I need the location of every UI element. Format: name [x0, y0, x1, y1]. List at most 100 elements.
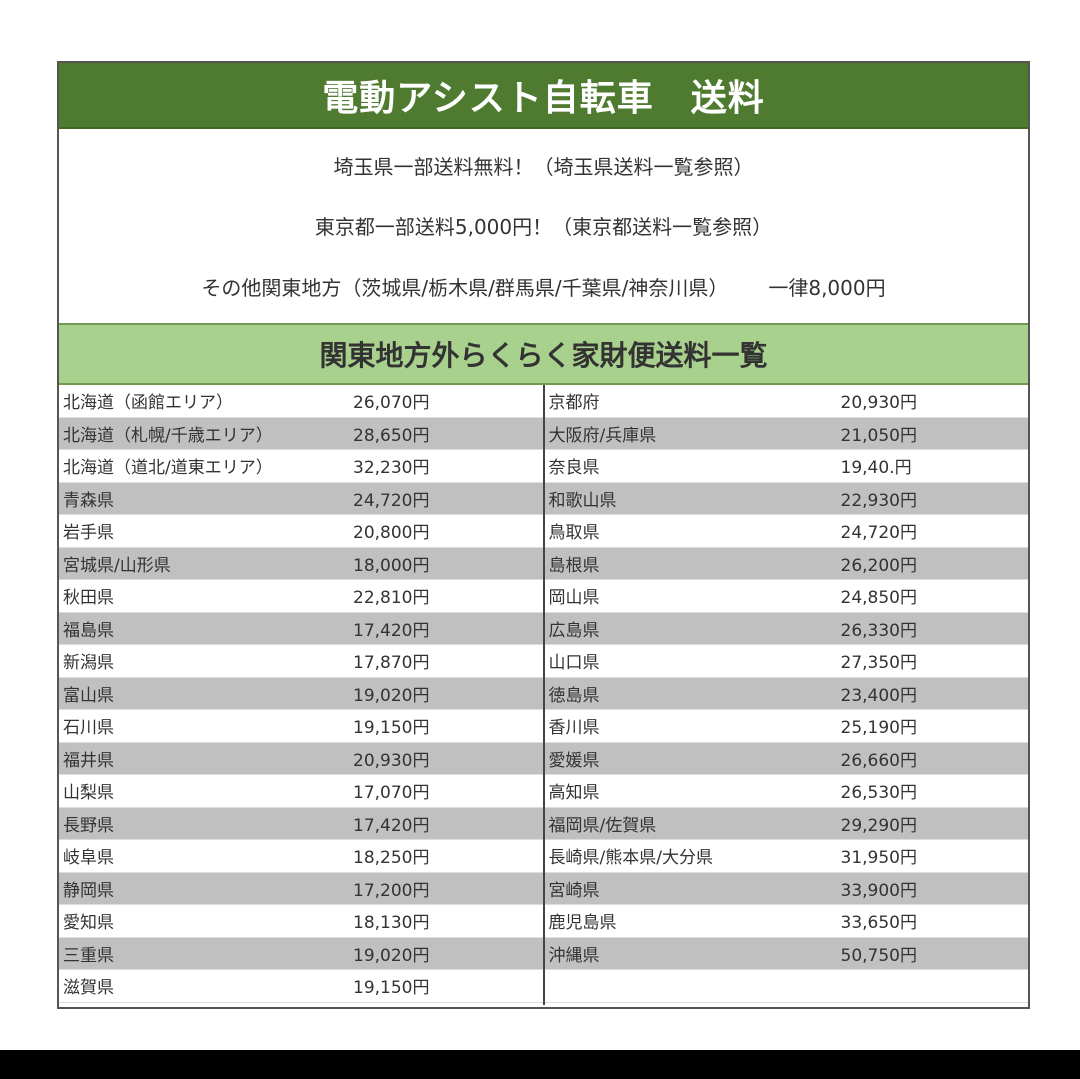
- table-row: 香川県 25,190円: [544, 710, 1028, 743]
- table-row: 福島県 17,420円: [59, 612, 543, 645]
- table-row: 大阪府/兵庫県 21,050円: [544, 417, 1028, 450]
- table-row: 福岡県/佐賀県 29,290円: [544, 807, 1028, 840]
- region-name: 岡山県: [548, 588, 600, 609]
- table-row: 愛知県 18,130円: [59, 905, 543, 938]
- shipping-price: 18,250円: [353, 848, 430, 869]
- shipping-price: 27,350円: [840, 653, 917, 674]
- table-row: 島根県 26,200円: [544, 547, 1028, 580]
- shipping-price: 18,000円: [353, 555, 430, 576]
- table-row: [544, 970, 1028, 1003]
- shipping-price: 26,330円: [840, 620, 917, 641]
- region-name: 新潟県: [63, 653, 114, 674]
- shipping-price: 22,810円: [353, 588, 430, 609]
- shipping-price: 19,40.円: [840, 458, 912, 479]
- table-row: 和歌山県 22,930円: [544, 482, 1028, 515]
- table-row: 岩手県 20,800円: [59, 515, 543, 548]
- region-name: 広島県: [548, 620, 600, 641]
- right-column: 京都府 20,930円大阪府/兵庫県 21,050円奈良県 19,40.円和歌山県 22…: [544, 385, 1028, 1005]
- shipping-price: 24,720円: [840, 523, 917, 544]
- tokyo-note: 東京都一部送料5,000円！（東京都送料一覧参照）: [314, 215, 773, 240]
- region-name: 山梨県: [63, 783, 114, 804]
- table-row: 鹿児島県 33,650円: [544, 905, 1028, 938]
- shipping-price: 22,930円: [840, 490, 917, 511]
- table-row: 岡山県 24,850円: [544, 580, 1028, 613]
- region-name: 愛媛県: [548, 750, 600, 771]
- table-row: 北海道（道北/道東エリア） 32,230円: [59, 450, 543, 483]
- region-name: 和歌山県: [548, 490, 617, 511]
- section-title: 関東地方外らくらく家財便送料一覧: [59, 323, 1028, 385]
- region-name: 青森県: [63, 490, 114, 511]
- table-row: 奈良県 19,40.円: [544, 450, 1028, 483]
- shipping-price: 17,420円: [353, 815, 430, 836]
- shipping-price: 50,750円: [840, 945, 917, 966]
- region-name: 山口県: [548, 653, 600, 674]
- kanto-note: その他関東地方（茨城県/栃木県/群馬県/千葉県/神奈川県） 一律8,000円: [201, 272, 885, 301]
- region-name: 北海道（道北/道東エリア）: [63, 458, 273, 479]
- table-row: 愛媛県 26,660円: [544, 742, 1028, 775]
- shipping-price: 25,190円: [840, 718, 917, 739]
- table-row: 長野県 17,420円: [59, 807, 543, 840]
- region-name: 奈良県: [548, 458, 600, 479]
- shipping-price: 17,420円: [353, 620, 430, 641]
- table-row: 富山県 19,020円: [59, 677, 543, 710]
- region-name: 徳島県: [548, 685, 600, 706]
- shipping-price: 20,930円: [353, 750, 430, 771]
- table-row: 静岡県 17,200円: [59, 872, 543, 905]
- table-row: 石川県 19,150円: [59, 710, 543, 743]
- shipping-price: 33,900円: [840, 880, 917, 901]
- table-row: 福井県 20,930円: [59, 742, 543, 775]
- page-title: 電動アシスト自転車 送料: [59, 63, 1028, 129]
- shipping-price: 26,070円: [353, 393, 430, 414]
- kanto-label: その他関東地方（茨城県/栃木県/群馬県/千葉県/神奈川県）: [201, 276, 729, 301]
- region-name: 沖縄県: [548, 945, 600, 966]
- table-row: 青森県 24,720円: [59, 482, 543, 515]
- shipping-price: 26,200円: [840, 555, 917, 576]
- shipping-price: 21,050円: [840, 425, 917, 446]
- region-name: 長崎県/熊本県/大分県: [548, 848, 713, 869]
- bottom-bar: [0, 1050, 1080, 1079]
- region-name: 京都府: [548, 393, 600, 414]
- table-row: 高知県 26,530円: [544, 775, 1028, 808]
- shipping-price: 17,870円: [353, 653, 430, 674]
- region-name: 秋田県: [63, 588, 114, 609]
- table-row: 北海道（札幌/千歳エリア） 28,650円: [59, 417, 543, 450]
- shipping-price: 18,130円: [353, 913, 430, 934]
- region-name: 大阪府/兵庫県: [548, 425, 657, 446]
- table-row: 鳥取県 24,720円: [544, 515, 1028, 548]
- kanto-price: 一律8,000円: [768, 276, 886, 301]
- shipping-price: 24,720円: [353, 490, 430, 511]
- shipping-price: 20,930円: [840, 393, 917, 414]
- region-name: 北海道（札幌/千歳エリア）: [63, 425, 273, 446]
- shipping-price: 19,150円: [353, 718, 430, 739]
- region-name: 高知県: [548, 783, 600, 804]
- region-name: 宮崎県: [548, 880, 600, 901]
- table-row: 秋田県 22,810円: [59, 580, 543, 613]
- shipping-price: 23,400円: [840, 685, 917, 706]
- region-name: 北海道（函館エリア）: [63, 393, 233, 414]
- shipping-price: 17,070円: [353, 783, 430, 804]
- shipping-price: 24,850円: [840, 588, 917, 609]
- table-row: 岐阜県 18,250円: [59, 840, 543, 873]
- shipping-price: 19,150円: [353, 978, 430, 999]
- table-row: 三重県 19,020円: [59, 937, 543, 970]
- info-block: 埼玉県一部送料無料！（埼玉県送料一覧参照） 東京都一部送料5,000円！（東京都…: [59, 129, 1028, 323]
- shipping-price: 31,950円: [840, 848, 917, 869]
- price-table: 北海道（函館エリア） 26,070円 北海道（札幌/千歳エリア） 28,650円 北海道…: [59, 385, 1028, 1005]
- saitama-note: 埼玉県一部送料無料！（埼玉県送料一覧参照）: [333, 154, 754, 179]
- table-row: 宮城県/山形県 18,000円: [59, 547, 543, 580]
- table-row: 宮崎県 33,900円: [544, 872, 1028, 905]
- table-row: 新潟県 17,870円: [59, 645, 543, 678]
- table-row: 徳島県 23,400円: [544, 677, 1028, 710]
- region-name: 三重県: [63, 945, 114, 966]
- region-name: 静岡県: [63, 880, 114, 901]
- table-row: 京都府 20,930円: [544, 385, 1028, 418]
- region-name: 富山県: [63, 685, 114, 706]
- shipping-price: 33,650円: [840, 913, 917, 934]
- table-row: 広島県 26,330円: [544, 612, 1028, 645]
- region-name: 福島県: [63, 620, 114, 641]
- region-name: 滋賀県: [63, 978, 114, 999]
- region-name: 鹿児島県: [548, 913, 617, 934]
- shipping-price: 17,200円: [353, 880, 430, 901]
- region-name: 香川県: [548, 718, 600, 739]
- region-name: 島根県: [548, 555, 600, 576]
